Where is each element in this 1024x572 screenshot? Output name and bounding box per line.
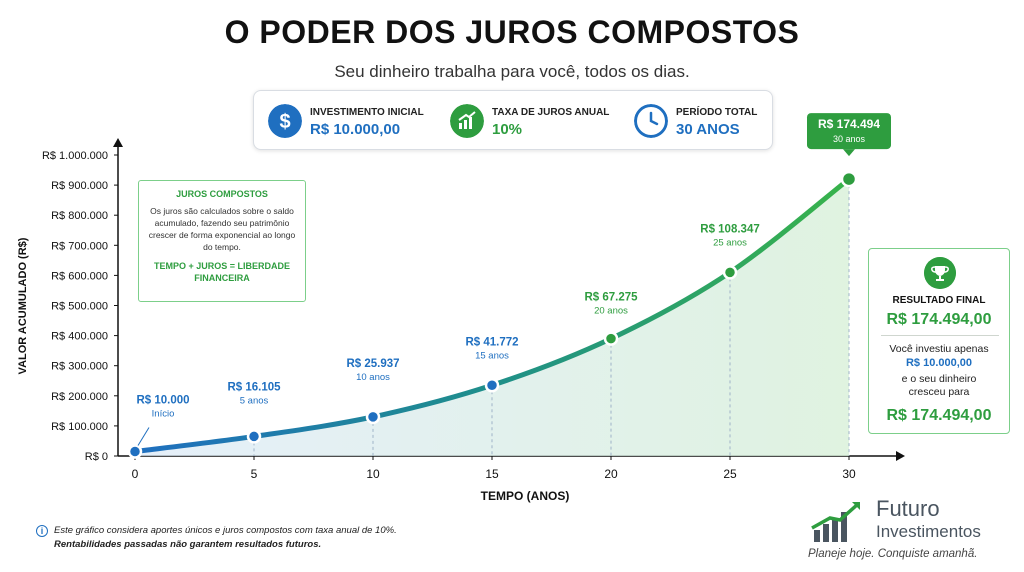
data-point bbox=[840, 170, 858, 188]
point-sub-label: 5 anos bbox=[240, 395, 269, 406]
point-sub-label: Início bbox=[152, 408, 175, 419]
final-result-text: Você investiu apenas bbox=[889, 343, 989, 355]
final-result-total: R$ 174.494,00 bbox=[886, 407, 992, 424]
point-value-label: R$ 67.275 bbox=[584, 292, 638, 304]
data-point bbox=[365, 409, 381, 425]
param-label: PERÍODO TOTAL bbox=[676, 107, 758, 118]
point-value-label: R$ 174.494 bbox=[818, 117, 880, 131]
final-result-box: RESULTADO FINAL R$ 174.494,00 Você inves… bbox=[868, 248, 1010, 434]
point-value-label: R$ 108.347 bbox=[700, 223, 759, 235]
point-value-label: R$ 16.105 bbox=[227, 381, 281, 393]
param-label: TAXA DE JUROS ANUAL bbox=[492, 107, 610, 118]
brand-slogan: Planeje hoje. Conquiste amanhã. bbox=[808, 548, 978, 560]
info-box-formula: TEMPO + JUROS = LIBERDADE FINANCEIRA bbox=[153, 261, 291, 283]
x-tick-label: 0 bbox=[132, 467, 139, 481]
parameters-panel: $ INVESTIMENTO INICIAL R$ 10.000,00 TAXA… bbox=[253, 90, 773, 150]
param-initial-investment: $ INVESTIMENTO INICIAL R$ 10.000,00 bbox=[268, 101, 438, 141]
point-value-label: R$ 25.937 bbox=[346, 358, 399, 370]
point-value-label: R$ 10.000 bbox=[136, 394, 189, 406]
final-callout-pointer bbox=[843, 149, 855, 157]
point-sub-label: 25 anos bbox=[713, 237, 747, 248]
page-title: O PODER DOS JUROS COMPOSTOS bbox=[224, 14, 800, 50]
final-callout-badge bbox=[807, 113, 891, 150]
info-box-heading: JUROS COMPOSTOS bbox=[176, 189, 268, 199]
y-tick-label: R$ 100.000 bbox=[51, 421, 108, 433]
brand-name: Futuro bbox=[876, 496, 940, 521]
point-sub-label: 10 anos bbox=[356, 372, 390, 383]
brand-logo: Futuro Investimentos Planeje hoje. Conqu… bbox=[806, 494, 1016, 564]
data-point bbox=[127, 444, 143, 459]
data-point bbox=[603, 331, 619, 346]
y-tick-label: R$ 500.000 bbox=[51, 301, 108, 313]
y-tick-label: R$ 600.000 bbox=[51, 270, 108, 282]
info-box-body: Os juros são calculados sobre o saldo ac… bbox=[148, 206, 296, 252]
footnote: Este gráfico considera aportes únicos e … bbox=[54, 524, 397, 552]
param-value: 10% bbox=[492, 121, 523, 138]
y-tick-label: R$ 200.000 bbox=[51, 391, 108, 403]
y-tick-label: R$ 700.000 bbox=[51, 240, 108, 252]
point-sub-label: 30 anos bbox=[833, 134, 866, 144]
footnote-line: Rentabilidades passadas não garantem res… bbox=[54, 539, 322, 550]
final-result-heading: RESULTADO FINAL bbox=[892, 295, 986, 306]
info-icon: i bbox=[36, 525, 48, 537]
data-point bbox=[484, 378, 500, 393]
y-axis-label: VALOR ACUMULADO (R$) bbox=[17, 237, 29, 374]
x-tick-label: 20 bbox=[604, 467, 618, 481]
growth-chart-icon bbox=[450, 104, 484, 138]
x-tick-label: 5 bbox=[251, 467, 258, 481]
y-tick-label: R$ 1.000.000 bbox=[42, 150, 108, 162]
param-value: 30 ANOS bbox=[676, 121, 740, 138]
x-tick-label: 25 bbox=[723, 467, 737, 481]
bar-chart-logo-icon bbox=[811, 502, 860, 542]
final-result-text: e o seu dinheiro bbox=[901, 373, 977, 385]
param-total-period: PERÍODO TOTAL 30 ANOS bbox=[634, 101, 764, 141]
final-result-amount: R$ 174.494,00 bbox=[886, 311, 992, 328]
x-axis-label: TEMPO (ANOS) bbox=[481, 489, 570, 503]
y-tick-label: R$ 900.000 bbox=[51, 180, 108, 192]
param-interest-rate: TAXA DE JUROS ANUAL 10% bbox=[450, 101, 620, 141]
param-label: INVESTIMENTO INICIAL bbox=[310, 107, 424, 118]
clock-icon bbox=[634, 104, 668, 138]
final-result-invested: R$ 10.000,00 bbox=[905, 357, 973, 369]
start-label-pointer bbox=[137, 427, 150, 446]
dollar-icon: $ bbox=[268, 104, 302, 138]
y-tick-label: R$ 800.000 bbox=[51, 210, 108, 222]
x-tick-label: 10 bbox=[366, 467, 380, 481]
y-tick-label: R$ 300.000 bbox=[51, 361, 108, 373]
point-value-label: R$ 41.772 bbox=[465, 336, 518, 348]
x-tick-label: 30 bbox=[842, 467, 856, 481]
final-result-text: cresceu para bbox=[908, 386, 970, 398]
footnote-line: Este gráfico considera aportes únicos e … bbox=[54, 525, 397, 536]
y-tick-label: R$ 400.000 bbox=[51, 331, 108, 343]
y-tick-label: R$ 0 bbox=[85, 451, 108, 463]
compound-interest-info-box: JUROS COMPOSTOS Os juros são calculados … bbox=[138, 180, 306, 302]
point-sub-label: 20 anos bbox=[594, 306, 628, 317]
param-value: R$ 10.000,00 bbox=[310, 121, 401, 138]
svg-text:$: $ bbox=[279, 111, 290, 133]
area-fill bbox=[135, 179, 849, 456]
point-sub-label: 15 anos bbox=[475, 350, 509, 361]
x-axis-arrow bbox=[896, 451, 905, 461]
data-point bbox=[246, 429, 262, 444]
y-axis-arrow bbox=[113, 138, 123, 147]
brand-name-sub: Investimentos bbox=[876, 522, 981, 541]
divider bbox=[881, 335, 999, 336]
x-tick-label: 15 bbox=[485, 467, 499, 481]
data-point bbox=[722, 265, 738, 280]
page-subtitle: Seu dinheiro trabalha para você, todos o… bbox=[334, 62, 690, 81]
trophy-icon bbox=[924, 257, 956, 289]
